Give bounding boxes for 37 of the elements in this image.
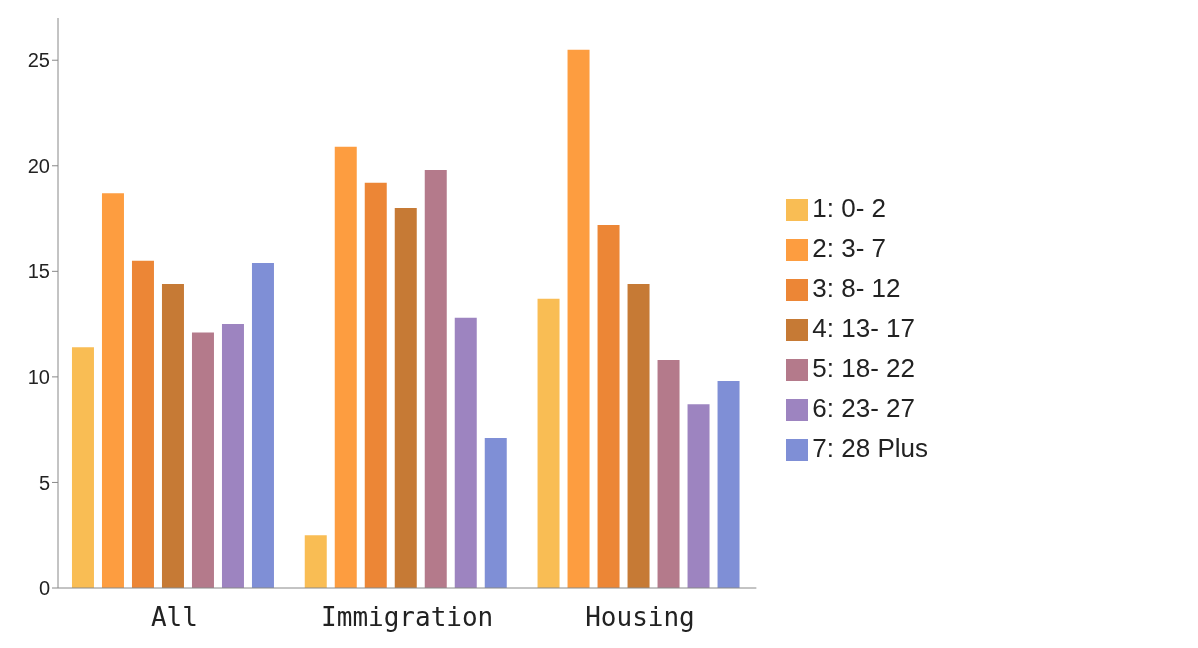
- legend-label: 2: 3- 7: [812, 233, 887, 263]
- bar: [627, 284, 650, 588]
- bar: [101, 193, 124, 588]
- bar: [364, 182, 387, 588]
- x-tick-label: All: [150, 602, 198, 632]
- y-tick-label: 0: [38, 577, 50, 600]
- bar: [567, 49, 590, 588]
- y-tick-label: 20: [27, 154, 50, 177]
- legend-label: 7: 28 Plus: [812, 433, 928, 463]
- bar: [304, 535, 327, 588]
- bar: [221, 324, 244, 588]
- bar: [71, 347, 94, 588]
- legend-label: 1: 0- 2: [812, 193, 887, 223]
- bar: [454, 317, 477, 588]
- y-tick-label: 25: [27, 49, 50, 72]
- bar: [687, 404, 710, 588]
- bar: [251, 262, 274, 588]
- bar: [657, 360, 680, 588]
- legend-label: 3: 8- 12: [812, 273, 901, 303]
- y-tick-label: 5: [38, 471, 50, 494]
- bar: [484, 438, 507, 588]
- bar: [334, 146, 357, 588]
- bar: [131, 260, 154, 588]
- y-tick-label: 10: [27, 365, 50, 388]
- bar: [161, 284, 184, 588]
- bar: [537, 298, 560, 588]
- bar: [597, 224, 620, 588]
- legend-label: 6: 23- 27: [812, 393, 915, 423]
- bar: [191, 332, 214, 588]
- y-tick-label: 15: [27, 260, 50, 283]
- legend-label: 4: 13- 17: [812, 313, 915, 343]
- x-tick-label: Housing: [585, 602, 695, 632]
- bar: [424, 170, 447, 588]
- x-tick-label: Immigration: [321, 602, 494, 632]
- legend-label: 5: 18- 22: [812, 353, 915, 383]
- bar: [394, 208, 417, 588]
- bar: [717, 381, 740, 588]
